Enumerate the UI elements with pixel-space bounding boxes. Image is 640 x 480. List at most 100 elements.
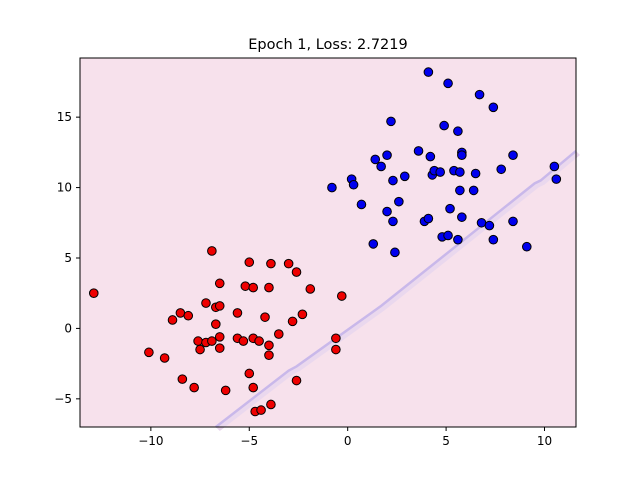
data-point: [476, 217, 487, 228]
data-point: [457, 212, 467, 222]
chart-title: Epoch 1, Loss: 2.7219: [248, 37, 408, 53]
data-point: [220, 385, 231, 396]
y-tick-label: 5: [64, 251, 72, 265]
data-point: [457, 150, 467, 160]
data-point: [382, 206, 392, 217]
data-point: [248, 282, 259, 293]
data-point: [382, 150, 392, 160]
data-point: [248, 382, 259, 393]
y-tick-label: 15: [57, 110, 72, 124]
data-point: [238, 336, 249, 346]
data-point: [425, 151, 436, 162]
data-point: [443, 230, 453, 241]
data-point: [254, 336, 264, 346]
data-point: [88, 288, 99, 299]
data-point: [207, 336, 217, 346]
data-point: [488, 234, 499, 245]
data-point: [144, 347, 154, 358]
data-point: [244, 257, 255, 268]
data-point: [468, 185, 479, 196]
data-point: [453, 126, 463, 137]
y-tick-label: −5: [54, 392, 72, 406]
data-point: [399, 171, 410, 182]
x-tick-label: −10: [138, 434, 163, 448]
data-point: [521, 241, 532, 252]
data-point: [291, 267, 302, 277]
data-point: [331, 333, 341, 344]
y-axis: −5 0 5 10 15: [54, 110, 80, 406]
data-point: [394, 196, 404, 207]
data-point: [423, 213, 434, 224]
data-point: [266, 258, 276, 269]
data-point: [348, 179, 359, 190]
data-point: [390, 247, 400, 258]
data-point: [264, 350, 274, 360]
data-point: [331, 344, 341, 355]
data-point: [175, 308, 186, 318]
data-point: [193, 336, 203, 346]
data-point: [232, 308, 243, 318]
data-point: [474, 89, 485, 100]
data-point: [214, 278, 225, 289]
data-point: [183, 310, 194, 321]
data-point: [327, 182, 337, 193]
data-point: [508, 150, 518, 160]
data-point: [455, 167, 465, 177]
data-point: [443, 78, 453, 89]
data-point: [435, 167, 445, 177]
plot-background: [80, 58, 576, 427]
data-point: [214, 332, 225, 342]
data-point: [195, 344, 205, 355]
decision-boundary-line: [215, 149, 577, 428]
data-point: [159, 353, 170, 363]
y-tick-label: 10: [57, 181, 72, 195]
data-point: [273, 329, 284, 339]
x-tick-label: 5: [442, 434, 450, 448]
data-point: [177, 374, 188, 384]
data-point: [305, 284, 316, 294]
data-point: [297, 309, 308, 320]
data-point: [264, 282, 274, 293]
data-point: [336, 291, 347, 301]
data-point: [283, 258, 294, 269]
data-point: [244, 368, 255, 379]
data-point: [470, 168, 481, 179]
data-point: [368, 239, 379, 249]
data-point: [256, 405, 266, 415]
data-point: [214, 301, 225, 311]
data-point: [240, 281, 251, 291]
data-point: [484, 220, 495, 231]
data-point: [549, 161, 560, 172]
data-point: [386, 116, 396, 127]
data-point: [260, 312, 270, 322]
data-point: [413, 146, 424, 156]
data-point: [266, 399, 276, 410]
data-point: [439, 120, 449, 131]
data-point: [189, 382, 199, 393]
data-point: [388, 216, 398, 227]
data-point: [376, 161, 386, 172]
data-point: [287, 316, 298, 327]
data-point: [445, 203, 455, 214]
x-tick-label: 0: [344, 434, 352, 448]
data-point: [201, 298, 211, 308]
data-point: [264, 340, 274, 351]
data-point: [370, 154, 381, 165]
data-point: [496, 164, 507, 175]
data-point: [455, 185, 465, 196]
data-point: [551, 174, 562, 184]
data-point: [291, 375, 302, 386]
data-point: [453, 234, 463, 245]
data-point: [356, 199, 367, 210]
data-point: [388, 175, 398, 186]
plot-frame: [79, 57, 577, 428]
x-tick-label: 10: [537, 434, 552, 448]
data-point: [211, 319, 221, 329]
data-point: [207, 246, 217, 256]
y-tick-label: 0: [64, 321, 72, 335]
data-point: [488, 102, 499, 113]
data-point: [214, 343, 225, 353]
x-axis: −10 −5 0 5 10: [138, 427, 552, 448]
data-points: [88, 67, 562, 417]
